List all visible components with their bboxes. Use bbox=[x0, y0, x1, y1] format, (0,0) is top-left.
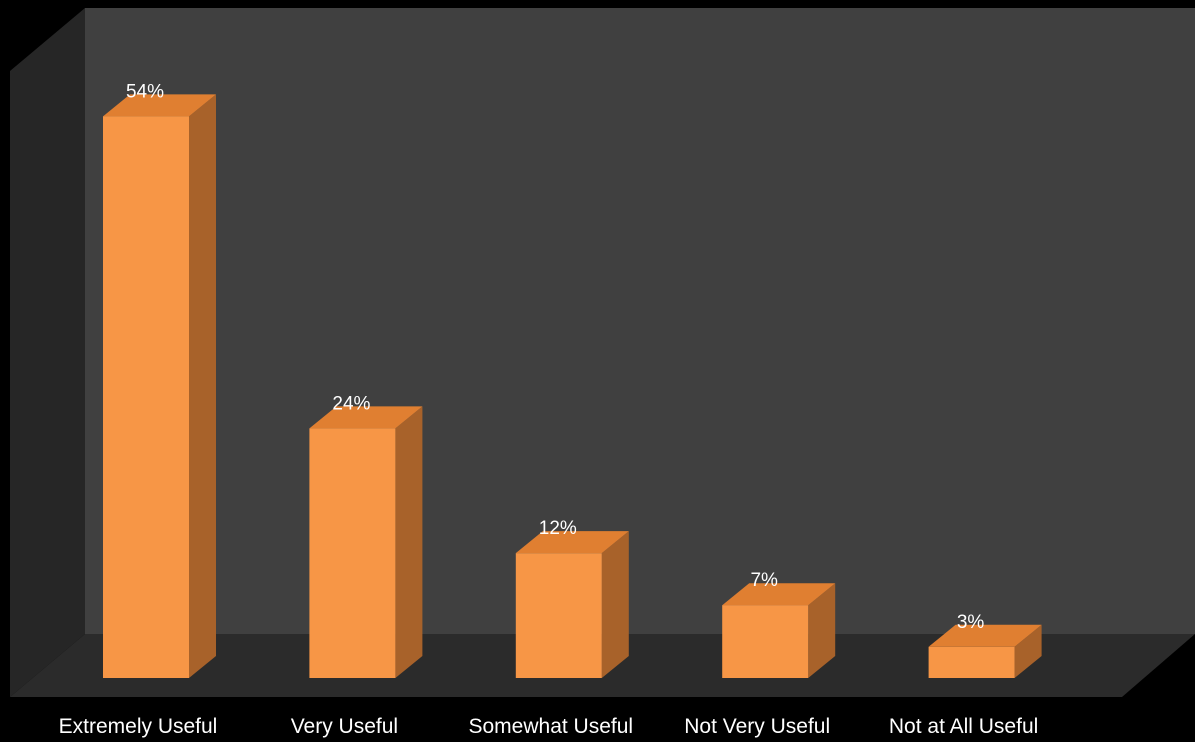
bar-top-face bbox=[309, 406, 423, 429]
data-label: 12% bbox=[539, 518, 577, 539]
value-labels: 54% 24% 12% 7% 3% bbox=[126, 81, 984, 632]
bar bbox=[722, 583, 836, 678]
category-labels: Extremely Useful Very Useful Somewhat Usef… bbox=[59, 715, 1039, 738]
bar bbox=[928, 624, 1042, 678]
bar-front-face bbox=[722, 605, 809, 678]
bar bbox=[309, 406, 423, 678]
data-label: 7% bbox=[750, 570, 778, 591]
bar-series bbox=[103, 94, 1042, 678]
bar-side-face bbox=[808, 583, 836, 678]
x-tick-label: Extremely Useful bbox=[59, 715, 218, 738]
bar-top-face bbox=[928, 624, 1042, 647]
bar bbox=[103, 94, 216, 678]
chart-side-wall bbox=[10, 8, 85, 697]
data-label: 3% bbox=[957, 612, 985, 633]
bar-side-face bbox=[395, 406, 423, 678]
bar-top-face bbox=[722, 583, 836, 606]
bar-side-face bbox=[601, 531, 629, 678]
x-tick-label: Very Useful bbox=[291, 715, 398, 738]
data-label: 54% bbox=[126, 81, 164, 102]
data-label: 24% bbox=[332, 393, 370, 414]
x-tick-label: Not at All Useful bbox=[889, 715, 1038, 738]
bar-front-face bbox=[515, 553, 602, 678]
bar-front-face bbox=[309, 428, 396, 678]
bar-side-face bbox=[189, 94, 216, 678]
x-tick-label: Not Very Useful bbox=[684, 715, 830, 738]
bar-top-face bbox=[103, 94, 216, 117]
bar-front-face bbox=[928, 646, 1015, 678]
x-tick-label: Somewhat Useful bbox=[469, 715, 634, 738]
bar bbox=[515, 531, 629, 678]
bar-front-face bbox=[103, 116, 189, 678]
bar-top-face bbox=[515, 531, 629, 554]
chart-back-wall bbox=[85, 8, 1195, 634]
bar-side-face bbox=[1014, 624, 1042, 678]
